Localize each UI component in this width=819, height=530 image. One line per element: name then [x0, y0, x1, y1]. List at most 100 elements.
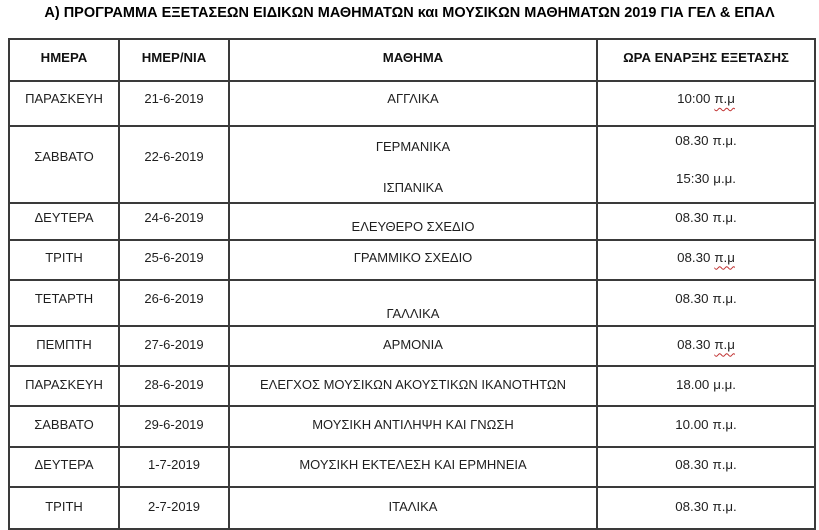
subject-cell: ΓΡΑΜΜΙΚΟ ΣΧΕΔΙΟ — [228, 239, 598, 281]
day-cell: ΠΑΡΑΣΚΕΥΗ — [8, 365, 120, 407]
date-label: 25-6-2019 — [144, 249, 204, 265]
document-page: Α) ΠΡΟΓΡΑΜΜΑ ΕΞΕΤΑΣΕΩΝ ΕΙΔΙΚΩΝ ΜΑΘΗΜΑΤΩΝ… — [8, 5, 816, 530]
time-suffix: π.μ. — [712, 210, 737, 225]
subject-label: ΓΡΑΜΜΙΚΟ ΣΧΕΔΙΟ — [353, 249, 473, 265]
day-label: ΠΑΡΑΣΚΕΥΗ — [25, 376, 103, 392]
day-label: ΔΕΥΤΕΡΑ — [34, 210, 94, 225]
subject-cell: ΑΓΓΛΙΚΑ — [228, 80, 598, 127]
day-label: ΣΑΒΒΑΤΟ — [34, 149, 94, 164]
day-cell: ΤΕΤΑΡΤΗ — [8, 279, 120, 327]
table-row: ΣΑΒΒΑΤΟ 22-6-2019 ΓΕΡΜΑΝΙΚΑ ΙΣΠΑΝΙΚΑ 08.30 π.… — [8, 125, 816, 204]
table-row: ΔΕΥΤΕΡΑ 24-6-2019 ΕΛΕΥΘΕΡΟ ΣΧΕΔΙΟ 08.30 π.μ. — [8, 202, 816, 241]
subject-cell: ΜΟΥΣΙΚΗ ΑΝΤΙΛΗΨΗ ΚΑΙ ΓΝΩΣΗ — [228, 405, 598, 448]
start-time-cell: 08.30 π.μ. — [596, 486, 816, 530]
time-value: 18.00 — [676, 376, 710, 392]
time-suffix: μ.μ. — [713, 376, 736, 392]
date-label: 22-6-2019 — [144, 149, 204, 164]
time-suffix: μ.μ. — [713, 170, 736, 186]
date-cell: 28-6-2019 — [118, 365, 230, 407]
table-row: ΠΑΡΑΣΚΕΥΗ 28-6-2019 ΕΛΕΓΧΟΣ ΜΟΥΣΙΚΩΝ ΑΚΟΥΣ… — [8, 365, 816, 407]
day-cell: ΠΑΡΑΣΚΕΥΗ — [8, 80, 120, 127]
time-suffix-spellcheck: π.μ — [714, 91, 735, 106]
subject-label: ΜΟΥΣΙΚΗ ΑΝΤΙΛΗΨΗ ΚΑΙ ΓΝΩΣΗ — [312, 417, 514, 432]
day-cell: ΠΕΜΠΤΗ — [8, 325, 120, 367]
start-time-label: 08.30 π.μ — [599, 242, 813, 276]
start-time-label: 15:30 μ.μ. — [599, 160, 813, 198]
start-time-cell: 08.30 π.μ. 15:30 μ.μ. — [596, 125, 816, 204]
start-time-label: 08.30 π.μ. — [599, 489, 813, 526]
start-time-label: 10.00 π.μ. — [599, 408, 813, 444]
date-cell: 25-6-2019 — [118, 239, 230, 281]
date-cell: 26-6-2019 — [118, 279, 230, 327]
day-label: ΣΑΒΒΑΤΟ — [34, 417, 94, 432]
time-suffix: π.μ. — [712, 133, 737, 149]
time-value: 08.30 — [677, 249, 711, 265]
subject-label: ΑΡΜΟΝΙΑ — [383, 336, 443, 352]
start-time-label: 08.30 π.μ. — [599, 282, 813, 320]
table-body: ΠΑΡΑΣΚΕΥΗ 21-6-2019 ΑΓΓΛΙΚΑ 10:00 π.μ ΣΑΒΒΑΤΟ… — [8, 80, 816, 530]
subject-cell: ΜΟΥΣΙΚΗ ΕΚΤΕΛΕΣΗ ΚΑΙ ΕΡΜΗΝΕΙΑ — [228, 446, 598, 488]
time-value: 08.30 — [675, 456, 709, 472]
time-suffix-spellcheck: π.μ — [714, 336, 735, 352]
time-suffix: π.μ. — [712, 498, 737, 514]
subject-cell: ΓΕΡΜΑΝΙΚΑ ΙΣΠΑΝΙΚΑ — [228, 125, 598, 204]
subject-label: ΑΓΓΛΙΚΑ — [387, 91, 439, 106]
day-cell: ΤΡΙΤΗ — [8, 239, 120, 281]
start-time-label: 08.30 π.μ — [599, 328, 813, 363]
day-cell: ΔΕΥΤΕΡΑ — [8, 446, 120, 488]
start-time-cell: 10:00 π.μ — [596, 80, 816, 127]
table-row: ΤΕΤΑΡΤΗ 26-6-2019 ΓΑΛΛΙΚΑ 08.30 π.μ. — [8, 279, 816, 327]
start-time-label: 08.30 π.μ. — [599, 128, 813, 160]
date-cell: 29-6-2019 — [118, 405, 230, 448]
subject-label: ΕΛΕΥΘΕΡΟ ΣΧΕΔΙΟ — [351, 219, 475, 234]
header-start-time: ΩΡΑ ΕΝΑΡΞΗΣ ΕΞΕΤΑΣΗΣ — [596, 38, 816, 82]
header-date: ΗΜΕΡ/ΝΙΑ — [118, 38, 230, 82]
table-row: ΠΑΡΑΣΚΕΥΗ 21-6-2019 ΑΓΓΛΙΚΑ 10:00 π.μ — [8, 80, 816, 127]
time-suffix: π.μ. — [712, 290, 737, 306]
start-time-label: 08.30 π.μ. — [599, 449, 813, 483]
table-row: ΠΕΜΠΤΗ 27-6-2019 ΑΡΜΟΝΙΑ 08.30 π.μ — [8, 325, 816, 367]
header-subject: ΜΑΘΗΜΑ — [228, 38, 598, 82]
start-time-label: 10:00 π.μ — [599, 83, 813, 120]
start-time-cell: 10.00 π.μ. — [596, 405, 816, 448]
date-cell: 27-6-2019 — [118, 325, 230, 367]
start-time-cell: 08.30 π.μ. — [596, 202, 816, 241]
exam-schedule-table: ΗΜΕΡΑ ΗΜΕΡ/ΝΙΑ ΜΑΘΗΜΑ ΩΡΑ ΕΝΑΡΞΗΣ ΕΞΕΤΑΣ… — [8, 38, 816, 530]
date-label: 28-6-2019 — [144, 376, 204, 392]
date-label: 21-6-2019 — [144, 91, 204, 106]
subject-cell: ΙΤΑΛΙΚΑ — [228, 486, 598, 530]
date-cell: 24-6-2019 — [118, 202, 230, 241]
table-row: ΤΡΙΤΗ 25-6-2019 ΓΡΑΜΜΙΚΟ ΣΧΕΔΙΟ 08.30 π.μ — [8, 239, 816, 281]
start-time-label: 18.00 μ.μ. — [599, 368, 813, 403]
subject-label: ΕΛΕΓΧΟΣ ΜΟΥΣΙΚΩΝ ΑΚΟΥΣΤΙΚΩΝ ΙΚΑΝΟΤΗΤΩΝ — [259, 376, 566, 392]
date-label: 27-6-2019 — [144, 336, 204, 352]
subject-cell: ΓΑΛΛΙΚΑ — [228, 279, 598, 327]
date-label: 1-7-2019 — [147, 456, 201, 472]
day-label: ΤΡΙΤΗ — [45, 498, 83, 514]
day-label: ΤΡΙΤΗ — [45, 249, 83, 265]
time-value: 08.30 — [675, 290, 709, 306]
subject-label: ΙΣΠΑΝΙΚΑ — [382, 179, 444, 195]
start-time-cell: 08.30 π.μ. — [596, 446, 816, 488]
date-label: 26-6-2019 — [144, 290, 204, 306]
date-cell: 22-6-2019 — [118, 125, 230, 204]
day-label: ΔΕΥΤΕΡΑ — [34, 456, 94, 472]
date-label: 2-7-2019 — [147, 498, 201, 514]
time-value: 08.30 — [675, 133, 709, 149]
start-time-cell: 08.30 π.μ — [596, 239, 816, 281]
subject-label: ΜΟΥΣΙΚΗ ΕΚΤΕΛΕΣΗ ΚΑΙ ΕΡΜΗΝΕΙΑ — [299, 456, 527, 472]
start-time-cell: 18.00 μ.μ. — [596, 365, 816, 407]
day-cell: ΣΑΒΒΑΤΟ — [8, 405, 120, 448]
subject-label: ΓΕΡΜΑΝΙΚΑ — [375, 139, 451, 155]
subject-cell: ΑΡΜΟΝΙΑ — [228, 325, 598, 367]
date-cell: 21-6-2019 — [118, 80, 230, 127]
time-value: 10.00 — [675, 417, 709, 432]
subject-cell: ΕΛΕΥΘΕΡΟ ΣΧΕΔΙΟ — [228, 202, 598, 241]
day-cell: ΔΕΥΤΕΡΑ — [8, 202, 120, 241]
time-suffix-spellcheck: π.μ — [714, 249, 735, 265]
time-suffix: π.μ. — [712, 417, 737, 432]
time-value: 10:00 — [677, 91, 711, 106]
day-label: ΠΕΜΠΤΗ — [36, 336, 92, 352]
table-row: ΔΕΥΤΕΡΑ 1-7-2019 ΜΟΥΣΙΚΗ ΕΚΤΕΛΕΣΗ ΚΑΙ ΕΡΜΗ… — [8, 446, 816, 488]
table-row: ΣΑΒΒΑΤΟ 29-6-2019 ΜΟΥΣΙΚΗ ΑΝΤΙΛΗΨΗ ΚΑΙ ΓΝΩ… — [8, 405, 816, 448]
